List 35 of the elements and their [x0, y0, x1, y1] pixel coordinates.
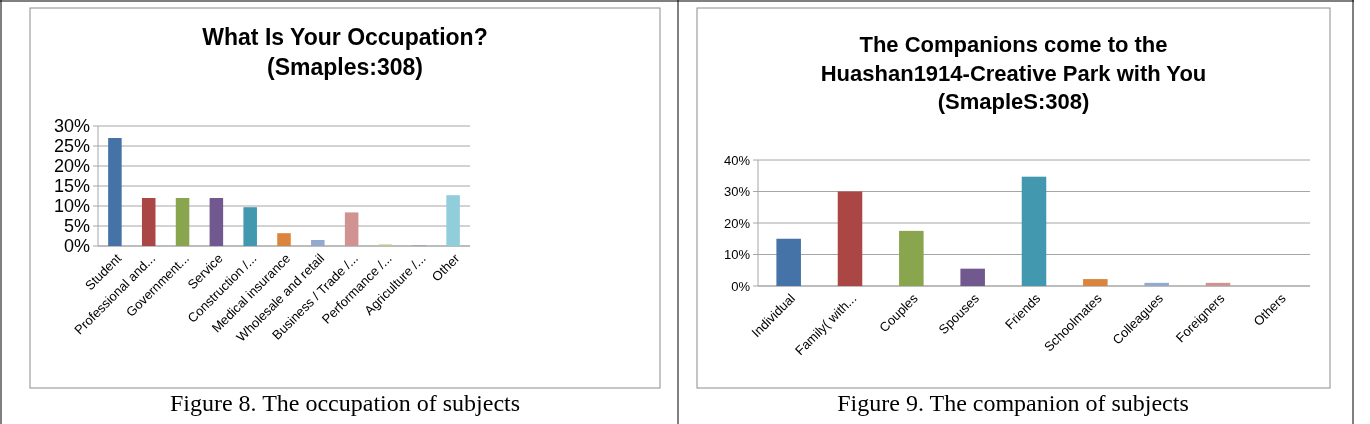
y-tick-label: 15%	[53, 176, 90, 197]
y-tick-label: 5%	[63, 216, 90, 237]
y-tick-label: 10%	[53, 196, 90, 217]
bar	[1021, 176, 1047, 286]
chart-title: The Companions come to the Huashan1914-Creative Park with You	[820, 32, 1207, 86]
y-tick-label: 0%	[731, 278, 751, 294]
bar	[776, 238, 801, 286]
y-tick-label: 20%	[723, 215, 751, 231]
caption: Figure 8. The occupation of subjects	[169, 390, 521, 416]
bar	[108, 138, 122, 246]
bar	[837, 191, 863, 286]
y-tick-label: 10%	[723, 247, 751, 263]
y-tick-label: 25%	[53, 136, 90, 157]
bar	[175, 198, 190, 246]
bar	[344, 212, 359, 246]
y-tick-label: 30%	[53, 116, 90, 137]
chart-subtitle: (Smaples:308)	[267, 53, 423, 80]
bar	[311, 240, 325, 246]
bar	[899, 230, 924, 286]
bar	[1083, 279, 1108, 286]
bar	[141, 198, 156, 246]
y-tick-label: 30%	[723, 184, 751, 200]
chart-subtitle: (SmapleS:308)	[937, 89, 1090, 115]
bar	[243, 207, 257, 246]
bar	[209, 198, 224, 246]
bar	[960, 268, 985, 286]
y-tick-label: 20%	[53, 156, 90, 177]
y-tick-label: 40%	[723, 152, 751, 168]
y-tick-label: 0%	[63, 236, 90, 257]
bar	[277, 233, 291, 246]
caption: Figure 9. The companion of subjects	[837, 390, 1189, 416]
bar	[1144, 282, 1169, 286]
bar	[446, 195, 460, 246]
chart-title: What Is Your Occupation?	[202, 24, 488, 50]
bar	[1205, 282, 1231, 286]
